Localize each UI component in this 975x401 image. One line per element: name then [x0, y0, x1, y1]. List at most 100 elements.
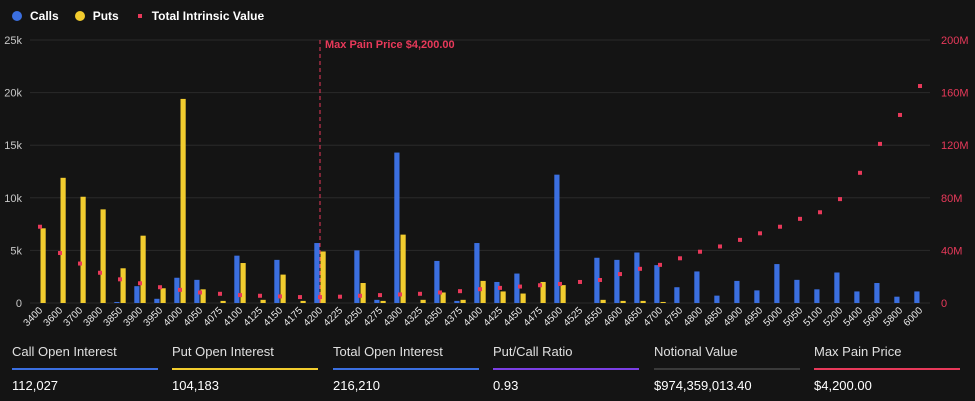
put-bar — [60, 177, 66, 303]
tiv-point — [98, 270, 102, 275]
call-bar — [734, 280, 740, 303]
put-bar — [500, 291, 506, 303]
put-bar — [460, 299, 466, 303]
x-tick-label: 5400 — [842, 305, 866, 329]
tiv-point — [598, 277, 602, 282]
call-bar — [274, 259, 280, 303]
tiv-point — [418, 291, 422, 296]
x-tick-label: 3900 — [122, 305, 146, 329]
tiv-point — [78, 261, 82, 266]
stat-call-open-interest: Call Open Interest 112,027 — [12, 344, 160, 393]
call-bar — [834, 272, 840, 303]
x-tick-label: 4175 — [282, 305, 306, 329]
x-tick-label: 4125 — [242, 305, 266, 329]
y-tick-label-right: 40M — [941, 245, 962, 257]
stat-put-open-interest: Put Open Interest 104,183 — [172, 344, 320, 393]
x-tick-label: 6000 — [902, 305, 926, 329]
x-tick-label: 4475 — [522, 305, 546, 329]
legend-item-puts[interactable]: Puts — [74, 9, 119, 23]
x-tick-label: 4200 — [302, 305, 326, 329]
x-tick-label: 4250 — [342, 305, 366, 329]
call-bar — [194, 279, 200, 303]
x-tick-label: 4600 — [602, 305, 626, 329]
legend-tiv-label: Total Intrinsic Value — [151, 9, 265, 23]
call-bar — [874, 283, 880, 303]
stat-value: 104,183 — [172, 378, 219, 393]
stat-label: Max Pain Price — [814, 344, 902, 359]
tiv-point — [818, 210, 822, 215]
x-tick-label: 4350 — [422, 305, 446, 329]
put-bar — [440, 292, 446, 303]
call-bar — [174, 277, 180, 303]
put-bar — [480, 280, 486, 303]
x-tick-label: 3850 — [102, 305, 126, 329]
x-tick-label: 4325 — [402, 305, 426, 329]
put-bar — [280, 274, 286, 303]
stat-underline — [814, 368, 960, 370]
tiv-point — [118, 277, 122, 282]
call-bar — [394, 152, 400, 303]
x-tick-label: 4425 — [482, 305, 506, 329]
tiv-point — [718, 244, 722, 249]
put-bar — [620, 300, 626, 303]
tiv-point — [58, 251, 62, 256]
x-tick-label: 4950 — [742, 305, 766, 329]
put-bar — [600, 299, 606, 303]
x-tick-label: 4300 — [382, 305, 406, 329]
put-bar — [120, 268, 126, 303]
y-tick-label-right: 0 — [941, 298, 947, 310]
tiv-point — [38, 224, 42, 229]
x-tick-label: 4550 — [582, 305, 606, 329]
put-bar — [240, 263, 246, 303]
stat-label: Total Open Interest — [333, 344, 443, 359]
tiv-point — [338, 294, 342, 299]
stat-value: 112,027 — [12, 378, 59, 393]
put-bar — [520, 293, 526, 303]
x-tick-label: 3700 — [62, 305, 86, 329]
put-bar — [360, 283, 366, 303]
tiv-point — [658, 262, 662, 267]
call-bar — [454, 300, 460, 303]
x-tick-label: 4525 — [562, 305, 586, 329]
x-tick-label: 4800 — [682, 305, 706, 329]
call-bar — [354, 250, 360, 303]
call-bar — [774, 264, 780, 303]
call-bar — [494, 281, 500, 303]
legend-item-tiv[interactable]: Total Intrinsic Value — [135, 9, 264, 23]
x-tick-label: 4100 — [222, 305, 246, 329]
call-bar — [794, 279, 800, 303]
tiv-point — [778, 224, 782, 229]
open-interest-chart: 0 5k 10k 15k 20k 25k 0 40M 80M 120M 160M 200M Max Pa… — [4, 35, 969, 329]
tiv-point — [178, 287, 182, 292]
stat-notional-value: Notional Value $974,359,013.40 — [654, 344, 802, 393]
tiv-point — [458, 289, 462, 294]
put-bar — [660, 301, 666, 303]
call-bar — [134, 286, 140, 303]
call-bar — [614, 259, 620, 303]
y-tick-label-left: 0 — [16, 298, 22, 310]
stat-total-open-interest: Total Open Interest 216,210 — [333, 344, 481, 393]
call-bar — [694, 271, 700, 303]
call-bar — [554, 174, 560, 303]
legend-item-calls[interactable]: Calls — [12, 9, 59, 23]
tiv-point — [738, 237, 742, 242]
call-bar — [434, 260, 440, 303]
tiv-point — [578, 279, 582, 284]
put-bar — [640, 300, 646, 303]
call-bar — [234, 255, 240, 303]
y-tick-label-right: 160M — [941, 88, 969, 100]
tiv-point — [838, 197, 842, 202]
stat-value: 0.93 — [493, 378, 519, 393]
puts-dot-icon — [74, 11, 85, 21]
x-tick-label: 4000 — [162, 305, 186, 329]
y-tick-label-left: 5k — [10, 245, 22, 257]
call-bar — [674, 287, 680, 303]
tiv-point — [198, 290, 202, 295]
call-bar — [714, 295, 720, 303]
calls-dot-icon — [12, 11, 22, 21]
tiv-point — [858, 170, 862, 175]
put-bar — [320, 251, 326, 303]
stat-put-call-ratio: Put/Call Ratio 0.93 — [493, 344, 641, 393]
y-tick-label-left: 20k — [4, 88, 22, 100]
legend-puts-label: Puts — [92, 9, 119, 23]
